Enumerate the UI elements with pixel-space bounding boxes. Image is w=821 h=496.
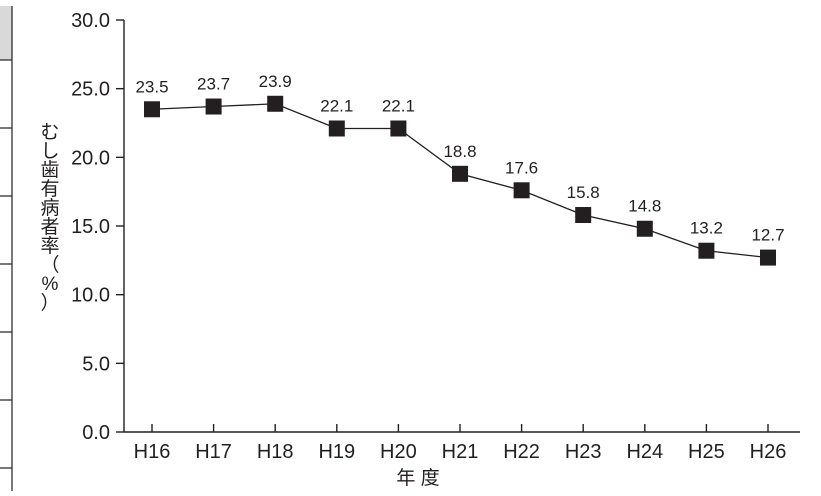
x-tick-label-6: H22 xyxy=(503,441,540,463)
y-axis-label-char-2: 歯 xyxy=(40,159,59,181)
data-point-marker-H24 xyxy=(636,220,653,237)
data-label-H25: 13.2 xyxy=(690,219,723,238)
series-markers xyxy=(144,95,776,266)
x-tick-label-1: H17 xyxy=(195,441,232,463)
data-point-marker-H26 xyxy=(760,249,776,266)
data-label-H19: 22.1 xyxy=(320,96,353,115)
x-tick-label-8: H24 xyxy=(626,441,663,463)
data-point-marker-H21 xyxy=(452,165,468,182)
x-tick-label-0: H16 xyxy=(134,441,171,463)
data-label-H24: 14.8 xyxy=(628,197,661,216)
y-tick-label-2: 10.0 xyxy=(71,285,110,307)
data-point-marker-H17 xyxy=(205,98,222,115)
data-point-marker-H25 xyxy=(698,242,715,259)
y-axis-label-char-0: む xyxy=(40,122,59,143)
x-tick-label-3: H19 xyxy=(318,441,355,463)
side-table-rows xyxy=(0,59,12,469)
data-label-H21: 18.8 xyxy=(443,142,476,161)
data-point-marker-H19 xyxy=(328,120,345,137)
x-tick-label-2: H18 xyxy=(257,441,294,463)
data-label-H18: 23.9 xyxy=(259,72,292,91)
y-axis-label-char-4: 病 xyxy=(40,197,59,219)
x-tick-label-9: H25 xyxy=(688,441,725,463)
y-tick-label-4: 20.0 xyxy=(71,147,110,169)
x-axis-label: 年 度 xyxy=(396,467,439,489)
data-label-H26: 12.7 xyxy=(751,226,784,245)
data-point-marker-H16 xyxy=(144,101,160,118)
y-axis-label-char-9: ） xyxy=(40,292,59,314)
y-axis-label-char-1: し xyxy=(40,141,59,162)
data-label-H17: 23.7 xyxy=(197,75,230,94)
x-tick-label-10: H26 xyxy=(750,441,787,463)
y-axis-label-char-6: 率 xyxy=(40,235,59,257)
data-point-marker-H23 xyxy=(575,207,592,224)
x-tick-label-7: H23 xyxy=(565,441,602,463)
y-axis-label-char-5: 者 xyxy=(40,216,59,238)
side-table-header-cell xyxy=(0,6,12,60)
x-axis-ticks: H16 H17 H18 H19 H20 H21 H22 H23 H24 H25 H26 xyxy=(134,424,787,463)
data-labels: 23.5 23.7 23.9 22.1 22.1 18.8 17.6 15.8 14.8 13.2… xyxy=(135,72,784,245)
data-label-H22: 17.6 xyxy=(505,158,538,177)
y-tick-label-3: 15.0 xyxy=(71,216,110,238)
y-tick-label-1: 5.0 xyxy=(82,353,110,375)
data-label-H20: 22.1 xyxy=(382,96,415,115)
y-axis-ticks: 0.0 5.0 10.0 15.0 20.0 25.0 30.0 xyxy=(71,10,124,444)
y-tick-label-0: 0.0 xyxy=(82,422,110,444)
data-point-marker-H22 xyxy=(513,182,530,199)
y-tick-label-5: 25.0 xyxy=(71,79,110,101)
y-axis-label-char-3: 有 xyxy=(40,178,59,200)
y-tick-label-6: 30.0 xyxy=(71,10,110,32)
x-tick-label-4: H20 xyxy=(380,441,417,463)
cropped-side-table xyxy=(0,6,13,491)
data-point-marker-H20 xyxy=(390,120,407,137)
data-label-H16: 23.5 xyxy=(135,77,168,96)
data-label-H23: 15.8 xyxy=(567,183,600,202)
y-axis-label-char-7: （ xyxy=(40,254,59,276)
data-point-marker-H18 xyxy=(267,95,284,112)
y-axis-label-char-8: % xyxy=(42,274,59,295)
x-tick-label-5: H21 xyxy=(442,441,479,463)
